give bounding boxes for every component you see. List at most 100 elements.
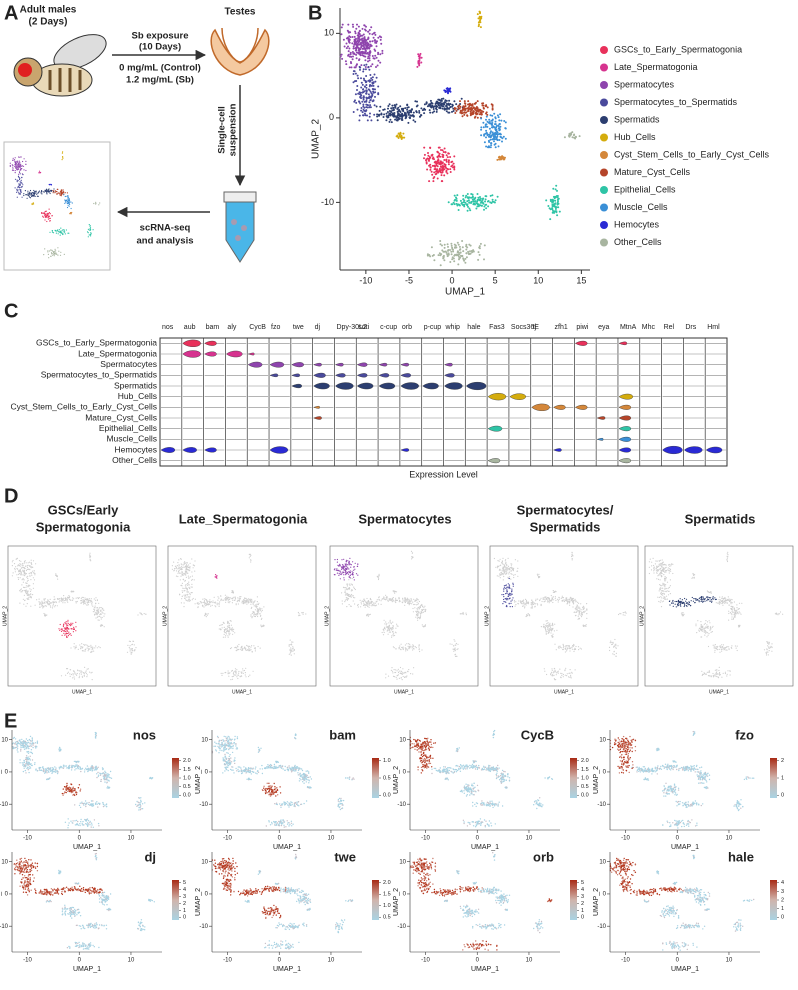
cell-point: [99, 616, 100, 617]
violin: [619, 405, 631, 410]
cell-point: [452, 251, 454, 253]
cell-point: [458, 209, 460, 211]
cell-point: [442, 98, 444, 100]
cell-point: [439, 252, 441, 254]
cell-point: [365, 30, 367, 32]
cell-point: [369, 59, 371, 61]
cell-point: [203, 602, 204, 603]
cell-point: [57, 230, 58, 231]
cell-point: [21, 156, 22, 157]
cell-point: [449, 106, 451, 108]
cell-point: [555, 185, 557, 187]
cell-point: [440, 243, 442, 245]
cell-point: [405, 602, 406, 603]
cell-point: [70, 647, 71, 648]
cell-point: [27, 198, 28, 199]
cell-point: [91, 604, 92, 605]
cell-point: [462, 257, 464, 259]
cell-point: [401, 137, 403, 139]
cell-point: [20, 164, 21, 165]
cell-point: [69, 596, 70, 597]
cell-point: [570, 134, 572, 136]
cell-point: [352, 26, 354, 28]
cell-point: [51, 252, 52, 253]
cell-point: [241, 671, 242, 672]
cell-point: [188, 591, 189, 592]
cell-point: [431, 246, 433, 248]
cell-point: [52, 215, 53, 216]
cell-point: [369, 74, 371, 76]
cell-point: [88, 600, 89, 601]
cell-point: [357, 566, 358, 567]
cell-point: [376, 605, 377, 606]
cell-point: [498, 566, 499, 567]
cell-point: [29, 566, 30, 567]
cell-point: [181, 602, 182, 603]
cell-point: [229, 633, 230, 634]
cell-point: [458, 244, 460, 246]
cell-point: [250, 561, 251, 562]
cell-point: [412, 552, 413, 553]
cell-point: [60, 228, 61, 229]
cell-point: [217, 603, 218, 604]
cell-point: [54, 596, 55, 597]
cell-point: [396, 600, 397, 601]
y-axis-label: UMAP_2: [324, 606, 330, 626]
cell-point: [17, 181, 18, 182]
cell-point: [183, 564, 184, 565]
legend-swatch: [600, 81, 608, 89]
cell-point: [361, 54, 363, 56]
cell-point: [26, 583, 27, 584]
cell-point: [379, 574, 380, 575]
cell-point: [383, 113, 385, 115]
cell-point: [334, 559, 335, 560]
cell-point: [354, 588, 355, 589]
cell-point: [453, 645, 454, 646]
cell-point: [17, 190, 18, 191]
legend-label: Cyst_Stem_Cells_to_Early_Cyst_Cells: [614, 149, 770, 159]
cell-point: [426, 161, 428, 163]
cell-point: [49, 232, 50, 233]
cell-point: [77, 601, 78, 602]
cell-point: [480, 26, 482, 28]
cell-point: [17, 164, 18, 165]
cell-point: [387, 108, 389, 110]
cell-point: [419, 57, 421, 59]
cell-point: [411, 108, 413, 110]
cell-point: [439, 254, 441, 256]
cell-point: [343, 567, 344, 568]
cell-point: [31, 573, 32, 574]
cell-point: [34, 574, 35, 575]
cell-point: [82, 677, 83, 678]
cell-point: [53, 251, 54, 252]
cell-point: [469, 209, 471, 211]
cell-point: [18, 192, 19, 193]
cell-point: [24, 579, 25, 580]
cell-point: [466, 252, 468, 254]
cell-point: [358, 119, 360, 121]
cell-point: [462, 115, 464, 117]
cell-point: [351, 574, 352, 575]
cell-point: [83, 597, 84, 598]
cell-point: [59, 229, 60, 230]
cell-point: [390, 107, 392, 109]
cell-point: [386, 113, 388, 115]
cell-point: [338, 565, 339, 566]
cell-point: [416, 614, 417, 615]
cell-point: [184, 564, 185, 565]
cell-point: [30, 567, 31, 568]
cell-point: [437, 99, 439, 101]
cell-point: [81, 671, 82, 672]
cell-point: [261, 618, 262, 619]
cell-point: [389, 119, 391, 121]
cell-point: [495, 567, 496, 568]
cell-point: [508, 583, 509, 584]
cell-point: [19, 177, 20, 178]
cell-point: [31, 572, 32, 573]
cell-point: [25, 587, 26, 588]
cell-point: [365, 110, 367, 112]
cell-point: [103, 610, 104, 611]
cell-point: [94, 607, 95, 608]
cell-point: [253, 645, 254, 646]
cell-point: [417, 620, 418, 621]
